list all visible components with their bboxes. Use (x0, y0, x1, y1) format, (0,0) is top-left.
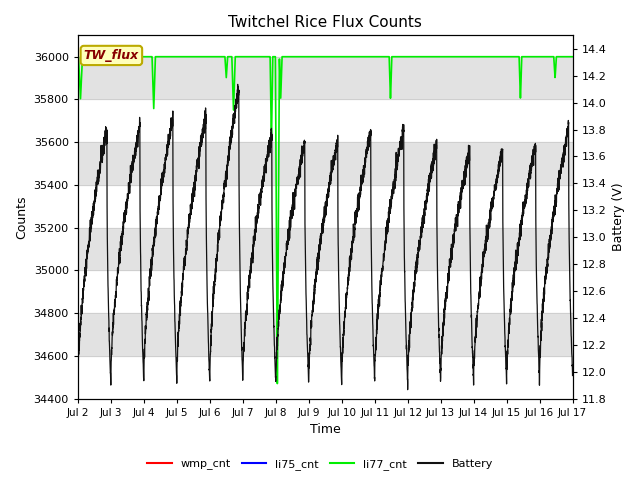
Bar (78, 228, 573, 270)
Legend: wmp_cnt, li75_cnt, li77_cnt, Battery: wmp_cnt, li75_cnt, li77_cnt, Battery (143, 455, 497, 474)
X-axis label: Time: Time (310, 423, 340, 436)
Y-axis label: Counts: Counts (15, 195, 28, 239)
Text: TW_flux: TW_flux (84, 49, 139, 62)
Y-axis label: Battery (V): Battery (V) (612, 183, 625, 252)
Bar (78, 313, 573, 356)
Bar (78, 142, 573, 185)
Bar (78, 57, 573, 99)
Title: Twitchel Rice Flux Counts: Twitchel Rice Flux Counts (228, 15, 422, 30)
